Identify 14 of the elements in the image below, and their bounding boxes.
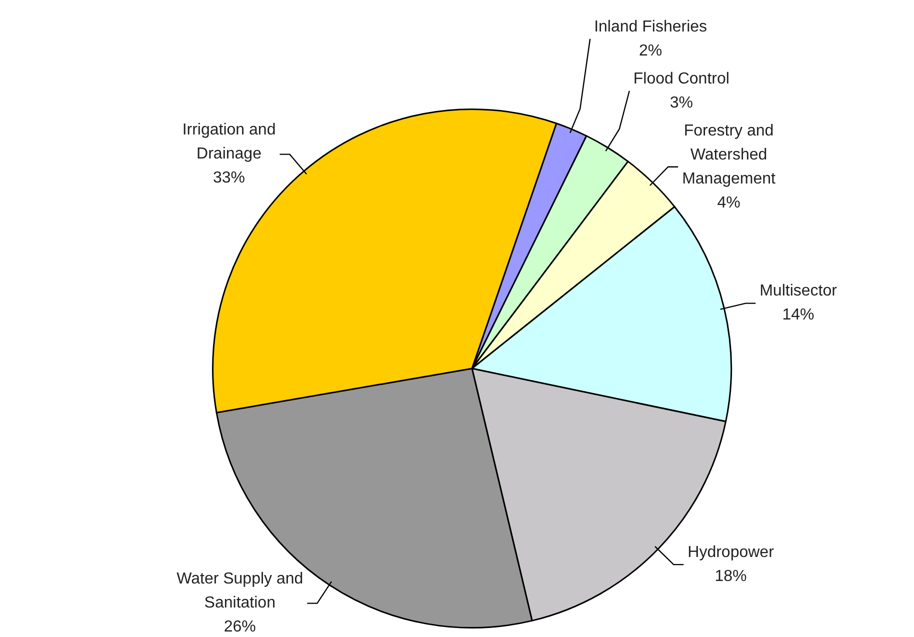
- slice-label: Inland Fisheries: [594, 18, 708, 36]
- data-label: 4%: [717, 194, 740, 212]
- data-label: 26%: [224, 618, 256, 636]
- data-label: 3%: [670, 94, 693, 112]
- slice-label: Forestry and Watershed Management: [682, 122, 776, 188]
- slice-label: Irrigation and Drainage: [182, 122, 276, 163]
- slice-label: Water Supply and Sanitation: [176, 570, 304, 612]
- data-label: 2%: [638, 42, 662, 60]
- slice-label: Multisector: [760, 282, 838, 300]
- data-label: 33%: [213, 170, 246, 187]
- data-label: 18%: [714, 568, 747, 585]
- data-label: 14%: [782, 306, 814, 324]
- slice-label: Hydropower: [688, 544, 775, 561]
- slice-label: Flood Control: [633, 70, 730, 88]
